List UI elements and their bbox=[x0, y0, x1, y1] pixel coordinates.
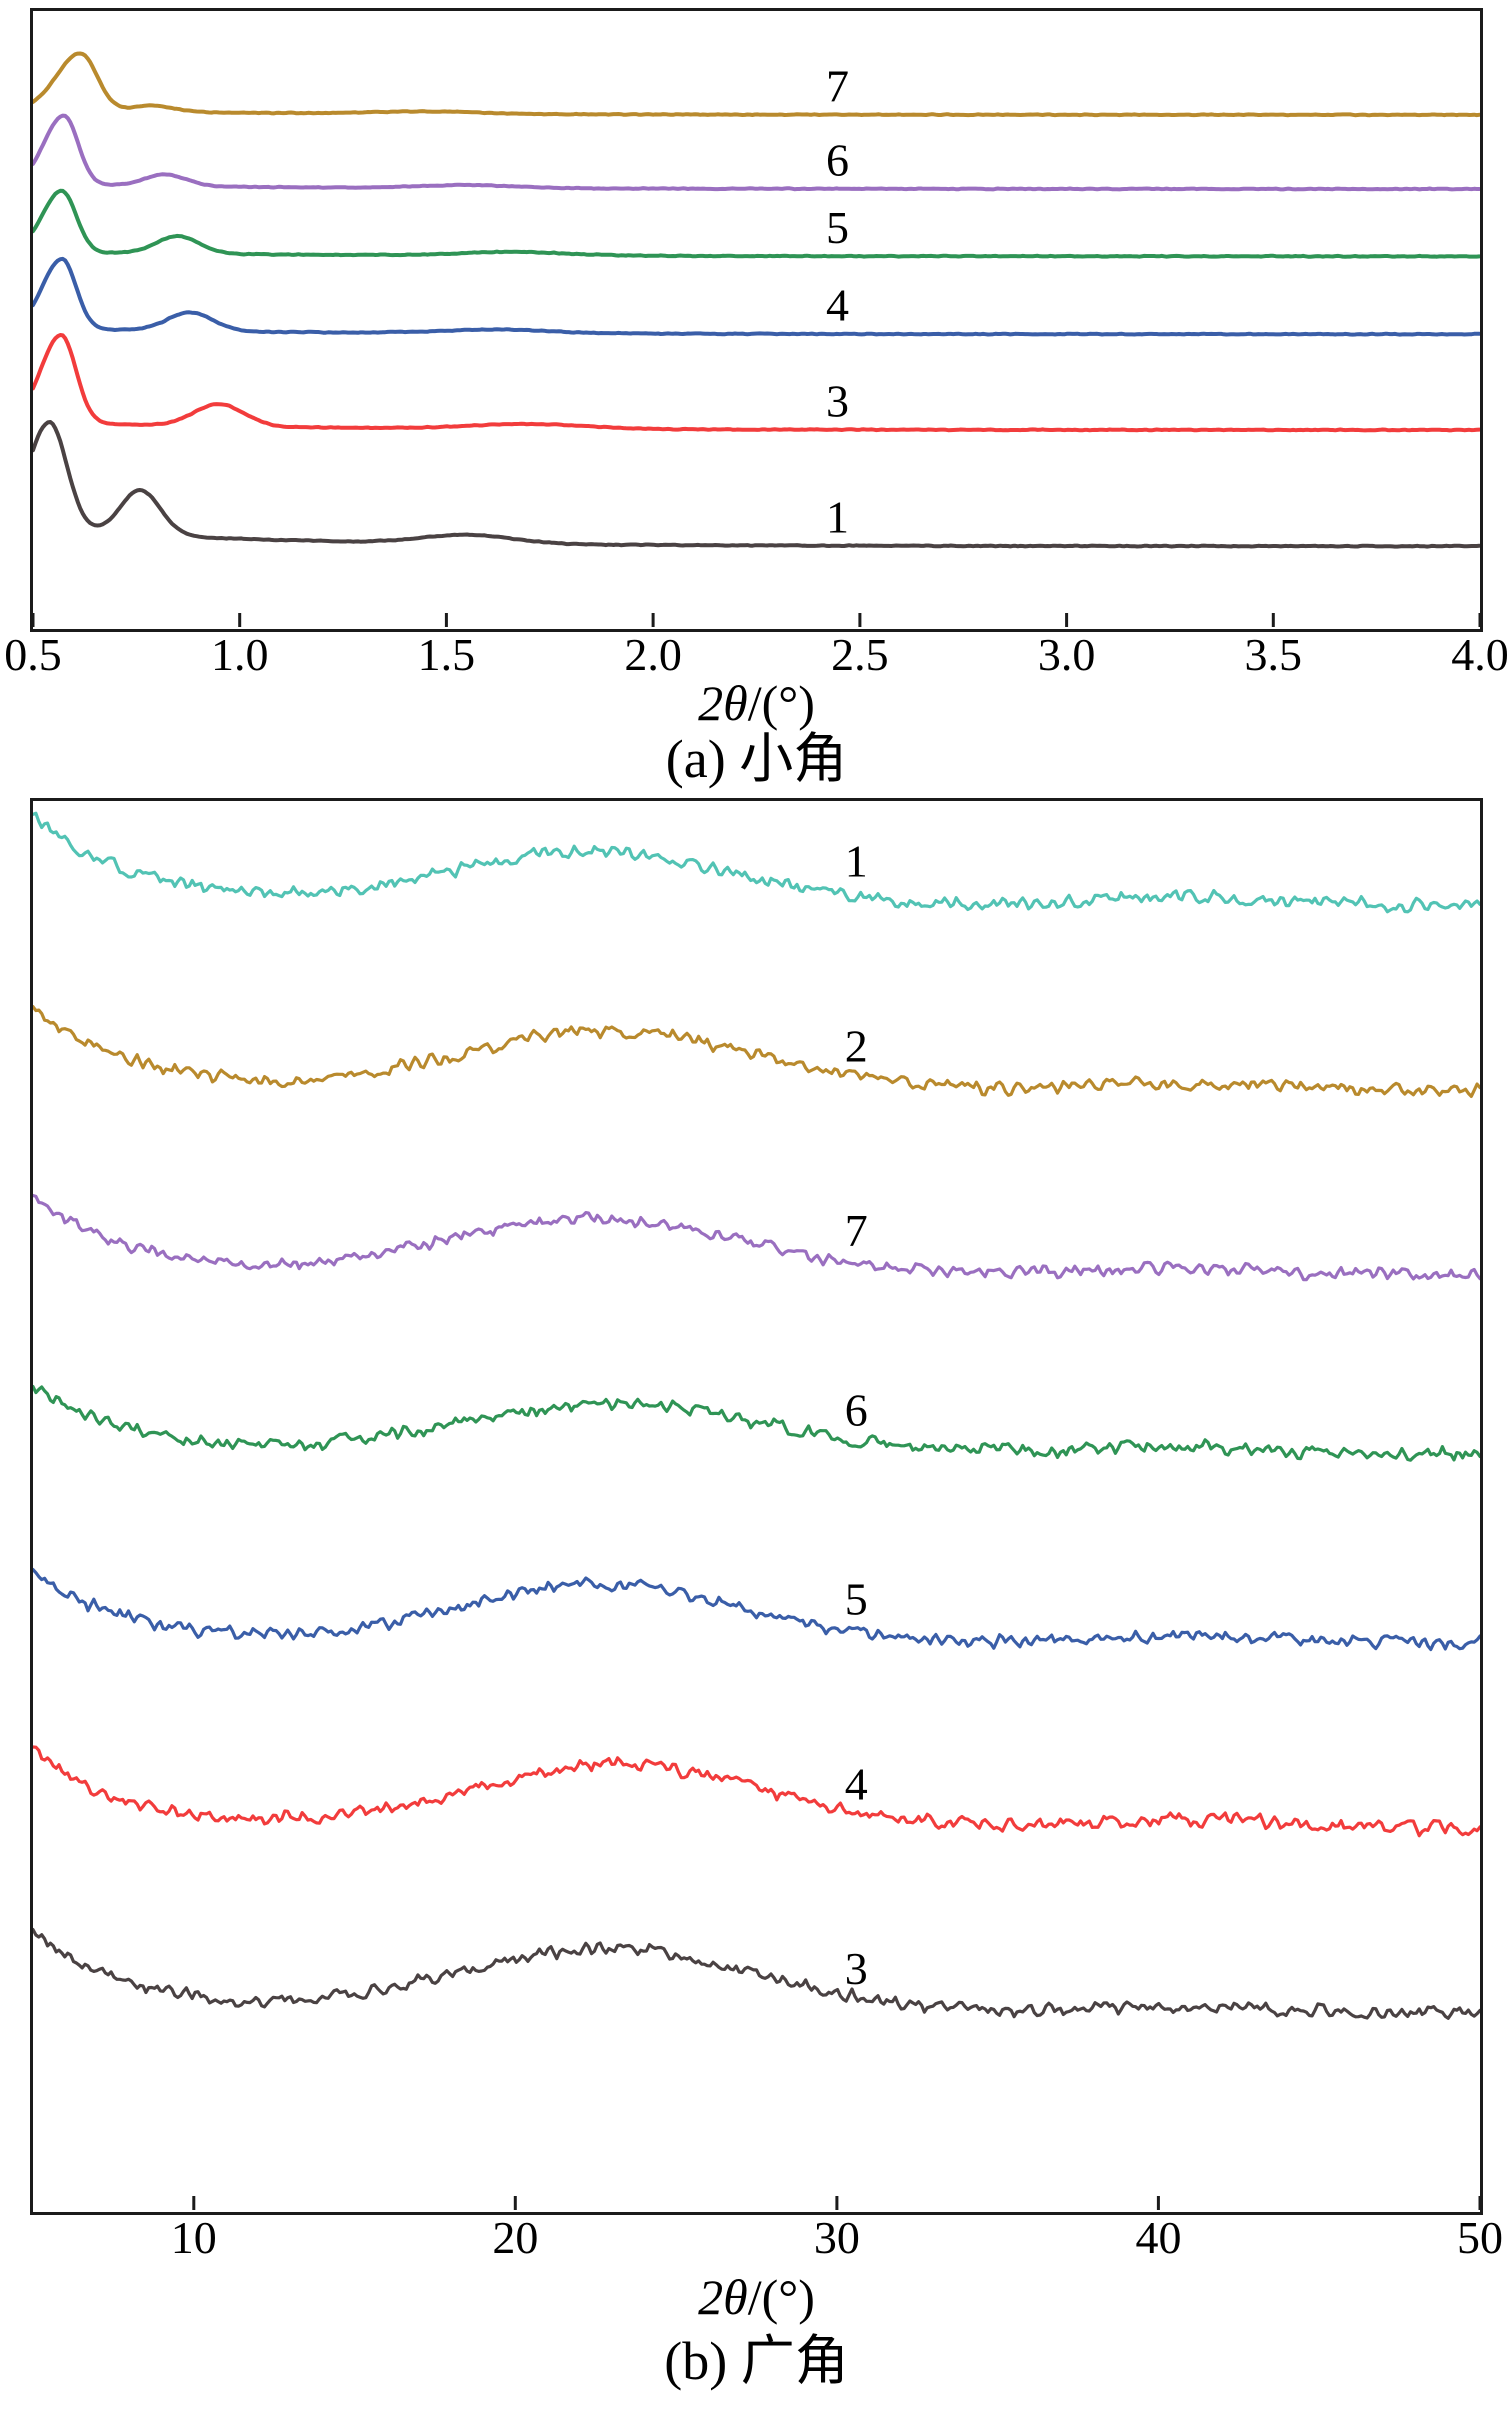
xrd-curve-3 bbox=[33, 333, 1480, 433]
xrd-curve-3 bbox=[33, 1927, 1480, 2020]
waxs-caption: (b) 广角 bbox=[664, 2331, 849, 2391]
x-tick-label: 10 bbox=[170, 2212, 217, 2263]
curve-label-1: 1 bbox=[826, 492, 849, 543]
x-tick-label: 0.5 bbox=[4, 629, 62, 680]
xrd-curve-5 bbox=[33, 1567, 1480, 1652]
x-tick-label: 20 bbox=[492, 2212, 539, 2263]
curve-label-7: 7 bbox=[845, 1205, 868, 1256]
xrd-curve-2 bbox=[33, 1005, 1480, 1098]
xrd-curve-7 bbox=[33, 51, 1480, 118]
waxs-x-axis-ticks: 10 20 30 40 50 bbox=[30, 2212, 1503, 2275]
curve-label-4: 4 bbox=[845, 1758, 868, 1809]
curve-label-4: 4 bbox=[826, 280, 849, 331]
saxs-x-axis-label: 2θ/(°) bbox=[30, 678, 1483, 728]
x-tick-label: 3.5 bbox=[1244, 629, 1303, 680]
saxs-x-axis-ticks: 0.5 1.0 1.5 2.0 2.5 3.0 3.5 4.0 bbox=[4, 629, 1509, 692]
waxs-xlabel-2theta: 2θ bbox=[698, 2269, 748, 2325]
curve-label-5: 5 bbox=[845, 1573, 868, 1624]
xrd-curve-1 bbox=[33, 420, 1480, 549]
waxs-x-axis-label: 2θ/(°) bbox=[30, 2272, 1483, 2322]
waxs-plot-area: 1 2 7 6 5 4 3 bbox=[30, 798, 1483, 2215]
xrd-curve-5 bbox=[33, 188, 1480, 259]
curve-label-5: 5 bbox=[826, 202, 849, 253]
saxs-xlabel-unit: /(°) bbox=[747, 675, 815, 731]
curve-label-1: 1 bbox=[845, 836, 868, 887]
xrd-curve-6 bbox=[33, 113, 1480, 192]
waxs-plot-svg: 1 2 7 6 5 4 3 bbox=[33, 811, 1480, 2210]
x-tick-label: 40 bbox=[1135, 2212, 1182, 2263]
waxs-xlabel-unit: /(°) bbox=[747, 2269, 815, 2325]
xrd-curve-4 bbox=[33, 256, 1480, 337]
saxs-caption: (a) 小角 bbox=[665, 729, 848, 789]
saxs-xlabel-2theta: 2θ bbox=[698, 675, 748, 731]
xrd-curve-1 bbox=[33, 811, 1480, 914]
xrd-curve-7 bbox=[33, 1193, 1480, 1282]
curve-label-3: 3 bbox=[845, 1943, 868, 1994]
curve-label-6: 6 bbox=[845, 1384, 868, 1435]
curve-label-2: 2 bbox=[845, 1020, 868, 1071]
x-tick-label: 2.0 bbox=[624, 629, 682, 680]
curve-label-6: 6 bbox=[826, 134, 849, 185]
x-tick-label: 4.0 bbox=[1451, 629, 1509, 680]
saxs-plot-svg: 7 6 5 4 3 1 bbox=[33, 51, 1480, 627]
x-tick-label: 1.0 bbox=[210, 629, 269, 680]
xrd-curve-6 bbox=[33, 1384, 1480, 1462]
x-tick-label: 50 bbox=[1457, 2212, 1503, 2263]
curve-label-7: 7 bbox=[826, 60, 849, 111]
x-tick-label: 30 bbox=[813, 2212, 860, 2263]
curve-label-3: 3 bbox=[826, 376, 849, 427]
x-tick-label: 3.0 bbox=[1037, 629, 1096, 680]
x-tick-label: 2.5 bbox=[831, 629, 889, 680]
x-tick-label: 1.5 bbox=[417, 629, 476, 680]
saxs-plot-area: 7 6 5 4 3 1 bbox=[30, 8, 1483, 632]
xrd-curve-4 bbox=[33, 1745, 1480, 1838]
